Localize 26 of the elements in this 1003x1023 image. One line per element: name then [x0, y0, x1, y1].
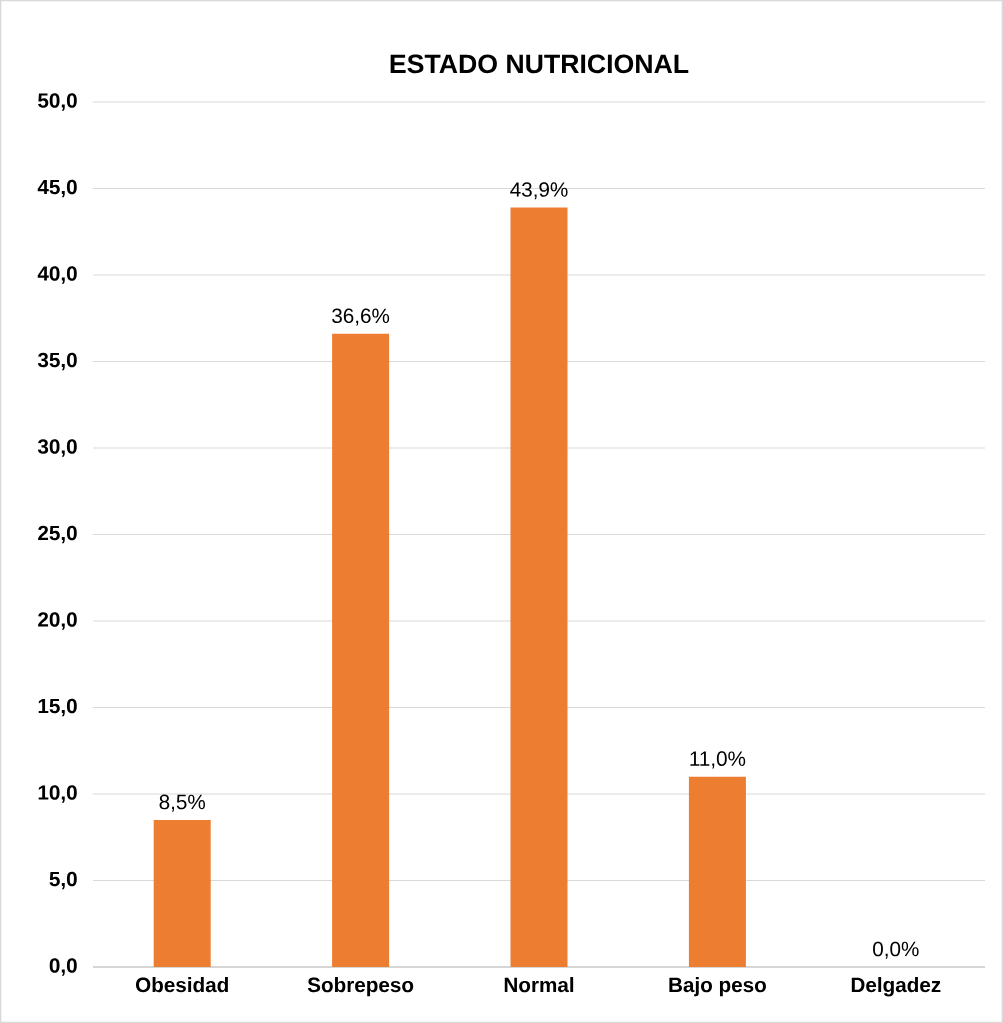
y-tick-label: 30,0 [37, 439, 77, 457]
data-label: 36,6% [332, 308, 390, 326]
bar [153, 819, 211, 967]
data-label: 11,0% [690, 751, 746, 769]
data-label: 8,5% [159, 794, 205, 812]
bar [688, 776, 746, 967]
y-tick-label: 20,0 [38, 612, 77, 630]
y-tick-label: 50,0 [38, 93, 77, 111]
x-tick-label: Obesidad [135, 977, 228, 993]
y-tick-label: 10,0 [38, 785, 77, 803]
chart-title: ESTADO NUTRICIONAL [390, 54, 689, 74]
bar [332, 333, 390, 967]
x-tick-label: Delgadez [851, 977, 941, 997]
y-tick-label: 25,0 [38, 525, 77, 544]
x-tick-label: Normal [504, 977, 574, 993]
x-tick-label: Sobrepeso [307, 977, 414, 997]
y-tick-label: 45,0 [37, 179, 77, 198]
y-tick-label: 0,0 [49, 958, 77, 976]
y-tick-label: 5,0 [49, 871, 77, 890]
y-tick-label: 40,0 [37, 266, 77, 284]
bar [510, 207, 568, 967]
y-tick-label: 15,0 [38, 698, 77, 717]
data-label: 0,0% [873, 941, 919, 959]
y-tick-label: 35,0 [37, 352, 77, 371]
data-label: 43,9% [510, 182, 568, 200]
x-tick-label: Bajo peso [669, 977, 766, 997]
